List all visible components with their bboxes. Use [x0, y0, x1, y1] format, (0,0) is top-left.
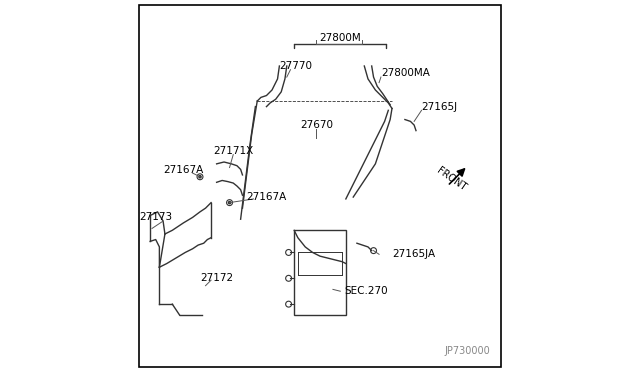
Text: 27167A: 27167A [163, 166, 204, 176]
Text: 27171X: 27171X [213, 146, 253, 156]
Text: 27800M: 27800M [319, 33, 361, 43]
Text: 27173: 27173 [139, 212, 172, 222]
Text: 27670: 27670 [300, 120, 333, 130]
Text: 27165J: 27165J [422, 102, 458, 112]
Text: 27800MA: 27800MA [381, 68, 430, 78]
Circle shape [228, 202, 230, 204]
Text: 27165JA: 27165JA [392, 249, 435, 259]
Text: 27172: 27172 [200, 273, 233, 283]
Text: JP730000: JP730000 [444, 346, 490, 356]
Text: 27167A: 27167A [246, 192, 287, 202]
Text: 27770: 27770 [280, 61, 312, 71]
Text: SEC.270: SEC.270 [344, 286, 388, 296]
Text: FRONT: FRONT [435, 165, 468, 192]
Circle shape [199, 176, 201, 178]
